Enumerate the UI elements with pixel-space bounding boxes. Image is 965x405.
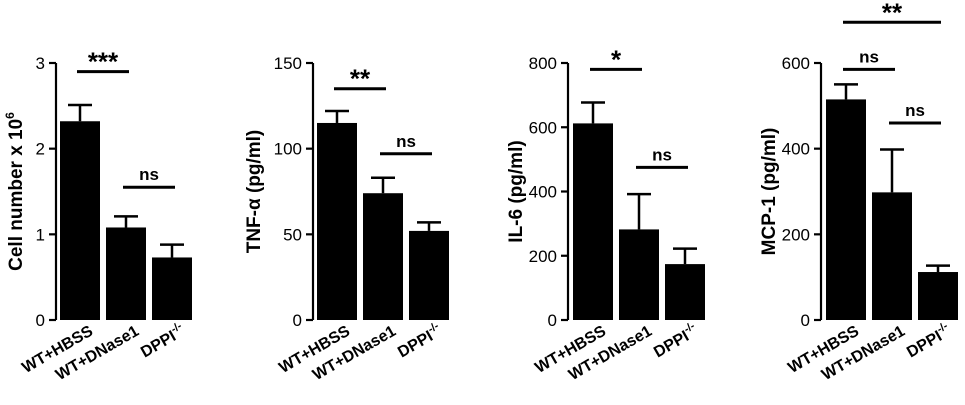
bar-3 — [665, 264, 705, 320]
bar-1 — [573, 123, 613, 321]
bar-3 — [152, 257, 192, 320]
bar-3 — [918, 272, 958, 320]
bar-2 — [106, 227, 146, 320]
significance-label: ** — [882, 0, 903, 27]
y-axis-label-text: Cell number x 10 — [6, 119, 27, 271]
y-tick-label: 0 — [293, 311, 302, 330]
bar-1 — [317, 122, 357, 320]
bar-2 — [619, 229, 659, 320]
significance-label: ** — [350, 64, 371, 94]
significance-label: ns — [139, 165, 159, 184]
y-tick-label: 0 — [801, 311, 810, 330]
y-tick-label: 600 — [782, 54, 810, 73]
y-axis-label-text: TNF-α (pg/ml) — [244, 130, 265, 254]
x-category-label: DPPI-/- — [650, 320, 702, 361]
significance-label: ns — [652, 145, 672, 164]
y-tick-label: 200 — [782, 225, 810, 244]
bar-1 — [60, 121, 100, 321]
y-tick-label: 1 — [36, 225, 45, 244]
y-tick-label: 400 — [782, 140, 810, 159]
y-tick-label: 100 — [274, 140, 302, 159]
y-tick-label: 200 — [529, 247, 557, 266]
x-category-label: DPPI-/- — [394, 320, 446, 361]
y-axis-label: Cell number x 106 — [3, 112, 27, 271]
bar-2 — [363, 193, 403, 320]
y-axis-label: MCP-1 (pg/ml) — [759, 128, 780, 256]
y-tick-label: 600 — [529, 118, 557, 137]
significance-label: *** — [88, 47, 119, 77]
y-axis-label: TNF-α (pg/ml) — [244, 130, 265, 254]
x-category-label: DPPI-/- — [137, 320, 189, 361]
y-axis-label-superscript: 6 — [3, 112, 17, 119]
significance-label: ns — [905, 101, 925, 120]
y-axis-label-text: MCP-1 (pg/ml) — [759, 128, 780, 256]
y-tick-label: 0 — [36, 311, 45, 330]
y-tick-label: 400 — [529, 183, 557, 202]
y-tick-label: 150 — [274, 54, 302, 73]
y-tick-label: 800 — [529, 54, 557, 73]
y-tick-label: 3 — [36, 54, 45, 73]
bar-1 — [826, 99, 866, 321]
significance-label: * — [611, 44, 622, 74]
y-tick-label: 50 — [283, 225, 302, 244]
significance-label: ns — [396, 132, 416, 151]
y-axis-label-text: IL-6 (pg/ml) — [506, 140, 527, 242]
y-axis-label: IL-6 (pg/ml) — [506, 140, 527, 242]
significance-label: ns — [859, 47, 879, 66]
y-tick-label: 0 — [548, 311, 557, 330]
x-category-label: DPPI-/- — [903, 320, 955, 361]
y-tick-label: 2 — [36, 140, 45, 159]
bar-2 — [872, 192, 912, 320]
bar-3 — [409, 230, 449, 320]
